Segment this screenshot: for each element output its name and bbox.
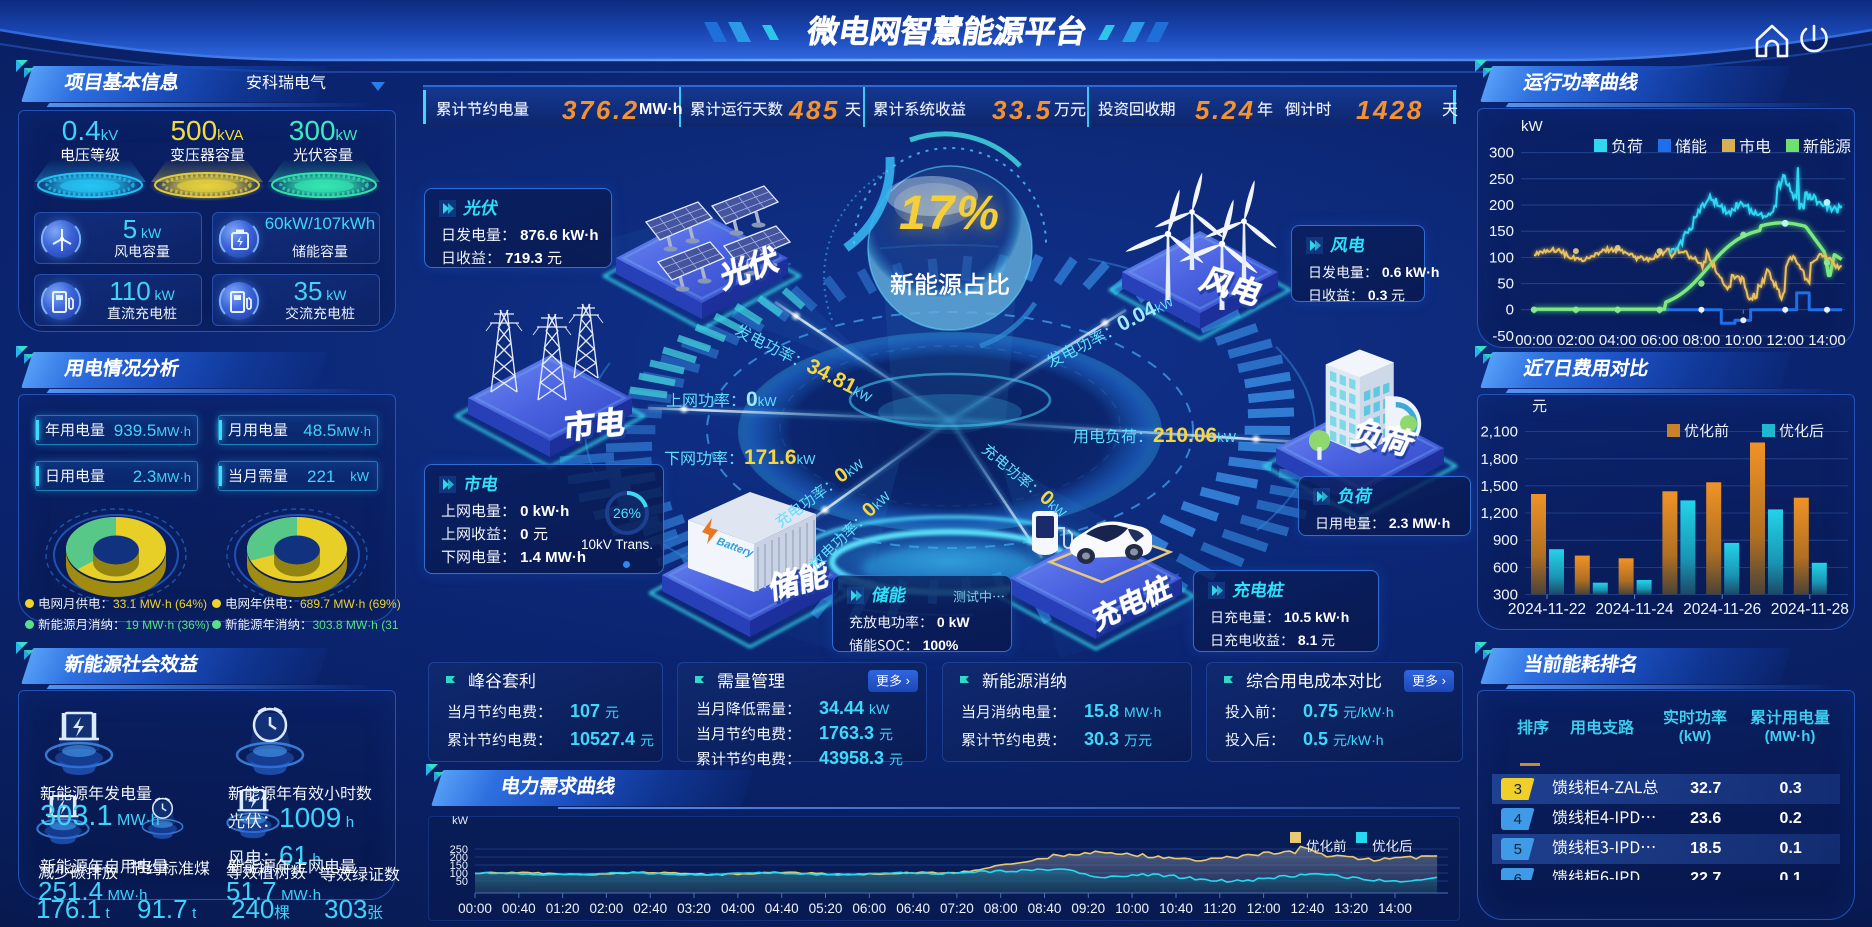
svg-text:1,200: 1,200 <box>1480 505 1518 522</box>
svg-text:100: 100 <box>450 868 468 880</box>
svg-text:300: 300 <box>1489 145 1514 162</box>
svg-text:250: 250 <box>450 844 468 856</box>
svg-text:14:00: 14:00 <box>1808 332 1846 348</box>
svg-text:2,100: 2,100 <box>1480 424 1518 441</box>
svg-text:-50: -50 <box>1492 328 1514 345</box>
svg-text:0: 0 <box>1506 302 1514 319</box>
svg-text:150: 150 <box>450 860 468 872</box>
svg-text:2024-11-24: 2024-11-24 <box>1596 601 1675 618</box>
svg-text:200: 200 <box>450 852 468 864</box>
svg-text:150: 150 <box>1489 223 1514 240</box>
svg-text:00:40: 00:40 <box>502 901 536 916</box>
svg-text:06:00: 06:00 <box>1641 332 1679 348</box>
svg-text:12:00: 12:00 <box>1766 332 1804 348</box>
svg-text:200: 200 <box>1489 197 1514 214</box>
svg-text:00:00: 00:00 <box>1515 332 1553 348</box>
svg-text:03:20: 03:20 <box>677 901 711 916</box>
svg-text:06:00: 06:00 <box>852 901 886 916</box>
svg-text:08:40: 08:40 <box>1028 901 1062 916</box>
svg-text:06:40: 06:40 <box>896 901 930 916</box>
svg-text:250: 250 <box>1489 171 1514 188</box>
svg-text:26%: 26% <box>613 505 641 521</box>
svg-text:300: 300 <box>1493 587 1518 604</box>
svg-text:2024-11-28: 2024-11-28 <box>1771 601 1849 618</box>
svg-text:50: 50 <box>456 876 468 888</box>
svg-text:10:00: 10:00 <box>1725 332 1763 348</box>
svg-text:2024-11-22: 2024-11-22 <box>1508 601 1586 618</box>
svg-text:10:40: 10:40 <box>1159 901 1193 916</box>
svg-text:00:00: 00:00 <box>458 901 492 916</box>
svg-text:10:00: 10:00 <box>1115 901 1149 916</box>
svg-text:04:00: 04:00 <box>1599 332 1637 348</box>
svg-text:900: 900 <box>1493 532 1518 549</box>
svg-text:kW: kW <box>452 815 469 827</box>
svg-text:07:20: 07:20 <box>940 901 974 916</box>
svg-text:08:00: 08:00 <box>1683 332 1721 348</box>
svg-text:100: 100 <box>1489 249 1514 266</box>
svg-text:600: 600 <box>1493 559 1518 576</box>
svg-text:50: 50 <box>1497 276 1514 293</box>
svg-text:08:00: 08:00 <box>984 901 1018 916</box>
svg-text:02:00: 02:00 <box>590 901 624 916</box>
svg-text:kW: kW <box>1521 118 1544 135</box>
svg-text:1,800: 1,800 <box>1480 451 1518 468</box>
svg-text:02:40: 02:40 <box>633 901 667 916</box>
svg-text:12:40: 12:40 <box>1291 901 1325 916</box>
svg-text:14:00: 14:00 <box>1378 901 1412 916</box>
svg-text:13:20: 13:20 <box>1334 901 1368 916</box>
svg-text:1,500: 1,500 <box>1480 478 1518 495</box>
svg-text:02:00: 02:00 <box>1557 332 1595 348</box>
svg-text:2024-11-26: 2024-11-26 <box>1683 601 1761 618</box>
svg-text:04:40: 04:40 <box>765 901 799 916</box>
svg-text:09:20: 09:20 <box>1071 901 1105 916</box>
svg-text:05:20: 05:20 <box>809 901 843 916</box>
svg-text:12:00: 12:00 <box>1247 901 1281 916</box>
svg-text:11:20: 11:20 <box>1203 901 1236 916</box>
svg-text:04:00: 04:00 <box>721 901 755 916</box>
svg-text:01:20: 01:20 <box>546 901 580 916</box>
